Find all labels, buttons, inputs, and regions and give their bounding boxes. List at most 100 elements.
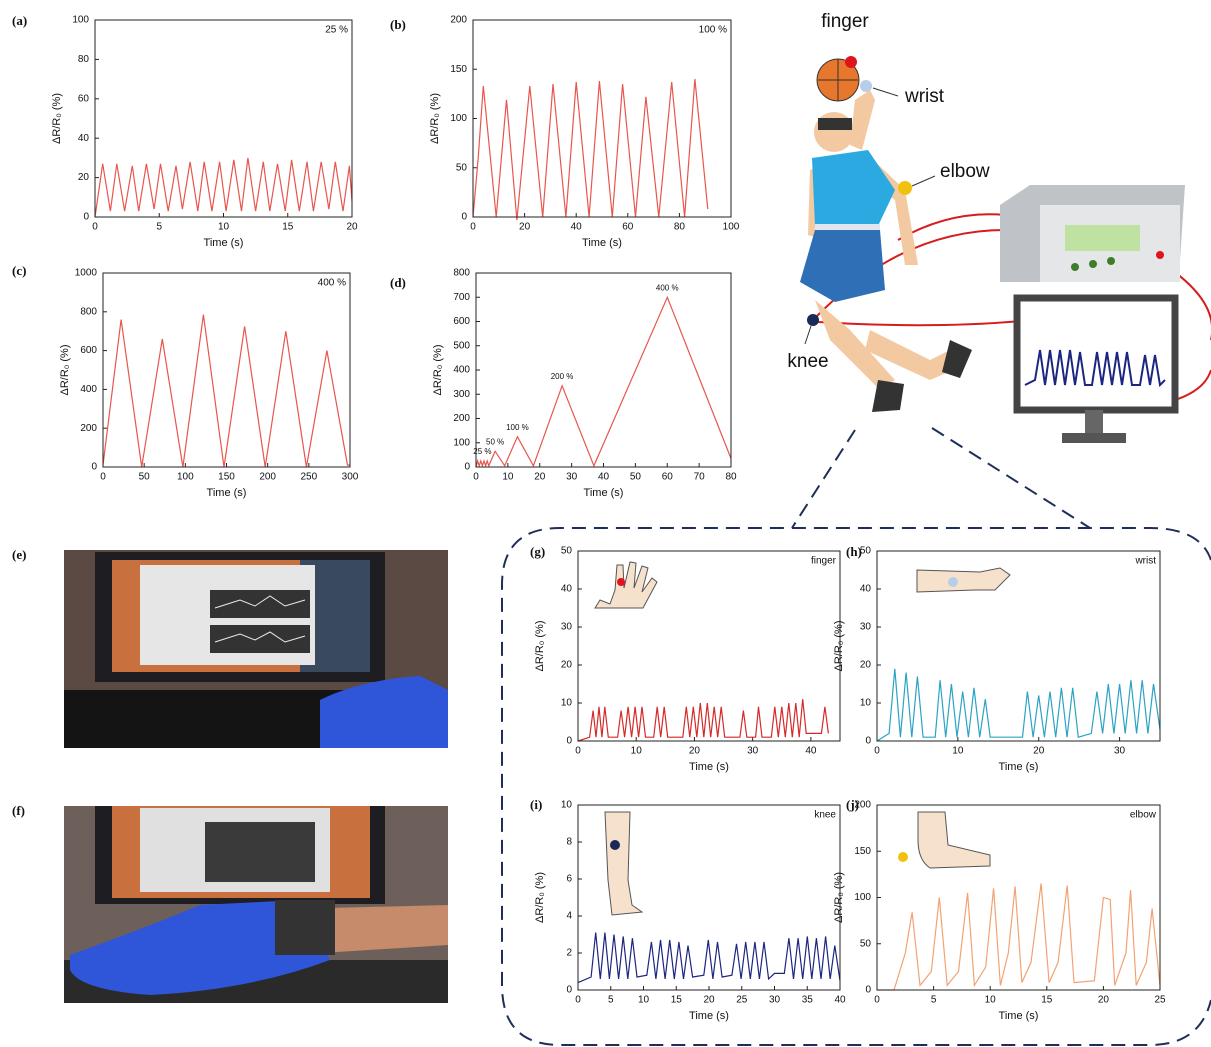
y-tick-label: 600 <box>80 345 97 356</box>
plot-frame <box>475 272 732 468</box>
annotation: 100 % <box>699 25 727 36</box>
x-tick-label: 35 <box>802 995 814 1006</box>
annotation: finger <box>811 556 837 567</box>
annotation: 25 % <box>473 447 491 456</box>
plot-frame <box>102 272 351 468</box>
x-tick-label: 20 <box>703 995 715 1006</box>
x-tick-label: 50 <box>630 472 642 483</box>
annotation: 400 % <box>656 283 679 292</box>
x-tick-label: 0 <box>100 472 106 483</box>
plot-frame <box>876 550 1161 742</box>
body-label: finger <box>821 11 869 32</box>
annotation: 400 % <box>318 278 346 289</box>
x-axis-title: Time (s) <box>689 1010 729 1022</box>
plot-frame <box>472 19 732 218</box>
panel-label: (a) <box>12 13 27 28</box>
plot-frame <box>577 804 841 991</box>
plot-frame <box>876 804 1161 991</box>
y-tick-label: 100 <box>450 113 467 124</box>
annotation: 200 % <box>551 372 574 381</box>
x-axis-title: Time (s) <box>999 1010 1039 1022</box>
chart: (j) 0 5 10 15 20 25 0 50 100 150 200 Time (s) ΔR/R₀ (… <box>833 797 1166 1022</box>
y-tick-label: 200 <box>453 413 470 424</box>
y-tick-label: 100 <box>72 15 89 26</box>
y-tick-label: 0 <box>464 462 470 473</box>
y-tick-label: 50 <box>561 546 573 557</box>
x-tick-label: 80 <box>674 222 686 233</box>
x-tick-label: 250 <box>300 472 317 483</box>
y-tick-label: 0 <box>566 736 572 747</box>
chart: (i) 0 5 10 15 20 25 30 35 40 0 2 4 6 8 10 Time (s) ΔR/R₀ … <box>530 797 846 1022</box>
x-tick-label: 80 <box>725 472 737 483</box>
chart: (a) 0 5 10 15 20 0 20 40 60 80 100 Time (s) ΔR/R₀ (%)… <box>12 13 358 249</box>
x-tick-label: 0 <box>92 222 98 233</box>
y-axis-title: ΔR/R₀ (%) <box>833 872 845 923</box>
x-tick-label: 40 <box>834 995 846 1006</box>
y-tick-label: 200 <box>450 15 467 26</box>
x-tick-label: 60 <box>662 472 674 483</box>
y-tick-label: 6 <box>566 874 572 885</box>
x-tick-label: 10 <box>952 746 964 757</box>
y-tick-label: 500 <box>453 340 470 351</box>
icons <box>594 561 1011 916</box>
chart: (c) 0 50 100 150 200 250 300 0 200 400 600 800 1000 Ti… <box>12 263 359 499</box>
panel-label: (h) <box>846 544 862 559</box>
y-tick-label: 0 <box>83 212 89 223</box>
x-tick-label: 200 <box>259 472 276 483</box>
y-axis-title: ΔR/R₀ (%) <box>429 93 441 144</box>
panel-label: (f) <box>12 803 25 818</box>
y-tick-label: 200 <box>854 800 871 811</box>
x-tick-label: 25 <box>736 995 748 1006</box>
x-axis-title: Time (s) <box>584 487 624 499</box>
series-line <box>472 79 709 221</box>
annotation: 100 % <box>506 423 529 432</box>
panel-label: (b) <box>390 17 406 32</box>
x-axis-title: Time (s) <box>999 761 1039 773</box>
chart: (h) 0 10 20 30 0 10 20 30 40 50 Time (s) ΔR/R₀ (%) wr… <box>833 544 1161 773</box>
x-tick-label: 60 <box>622 222 634 233</box>
y-tick-label: 20 <box>561 660 573 671</box>
plot-frame <box>577 550 841 742</box>
x-axis-title: Time (s) <box>582 237 622 249</box>
chart: (b) 0 20 40 60 80 100 0 50 100 150 200 Time (s) ΔR/R₀… <box>390 15 740 249</box>
y-tick-label: 0 <box>865 985 871 996</box>
x-tick-label: 70 <box>694 472 706 483</box>
x-tick-label: 0 <box>874 746 880 757</box>
series-line <box>475 295 732 468</box>
series-line <box>94 157 353 218</box>
panel-label: (j) <box>846 797 859 812</box>
y-tick-label: 0 <box>566 985 572 996</box>
y-tick-label: 100 <box>854 892 871 903</box>
dashed-box <box>501 527 1211 1046</box>
x-tick-label: 10 <box>502 472 514 483</box>
x-tick-label: 15 <box>282 222 294 233</box>
x-tick-label: 0 <box>473 472 479 483</box>
x-tick-label: 0 <box>874 995 880 1006</box>
x-axis-title: Time (s) <box>207 487 247 499</box>
enclosure <box>501 427 1211 1046</box>
x-tick-label: 100 <box>723 222 740 233</box>
x-tick-label: 0 <box>470 222 476 233</box>
series-line <box>102 314 350 468</box>
x-tick-label: 30 <box>566 472 578 483</box>
x-tick-label: 20 <box>346 222 358 233</box>
y-tick-label: 50 <box>860 938 872 949</box>
y-tick-label: 0 <box>865 736 871 747</box>
x-tick-label: 5 <box>931 995 937 1006</box>
x-tick-label: 100 <box>177 472 194 483</box>
y-tick-label: 20 <box>78 172 90 183</box>
y-tick-label: 100 <box>453 437 470 448</box>
panel-label: (e) <box>12 547 26 562</box>
x-tick-label: 10 <box>638 995 650 1006</box>
series-line <box>877 883 1161 991</box>
x-tick-label: 0 <box>575 995 581 1006</box>
x-tick-label: 20 <box>1098 995 1110 1006</box>
y-tick-label: 10 <box>561 698 573 709</box>
x-tick-label: 30 <box>747 746 759 757</box>
y-tick-label: 60 <box>78 93 90 104</box>
series-line <box>577 932 841 984</box>
y-tick-label: 10 <box>561 800 573 811</box>
x-tick-label: 20 <box>689 746 701 757</box>
annotation: 25 % <box>325 25 348 36</box>
series-line <box>876 668 1161 742</box>
